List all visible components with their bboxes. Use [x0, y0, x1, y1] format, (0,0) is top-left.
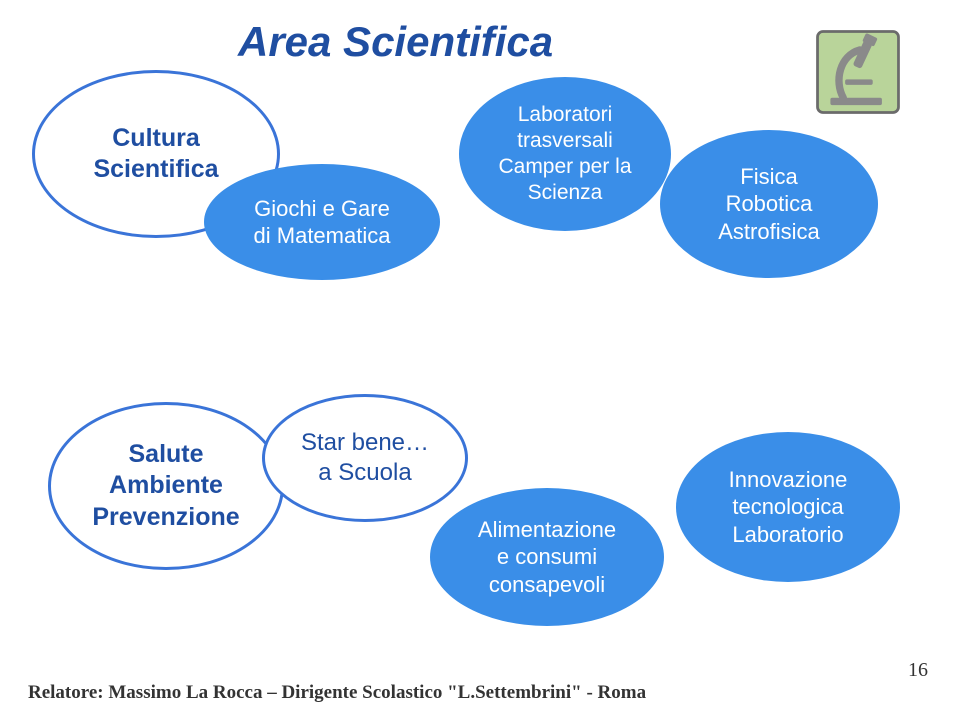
line: a Scuola [301, 458, 429, 488]
bubble-fisica-robotica: Fisica Robotica Astrofisica [660, 130, 878, 278]
icon-base [830, 98, 882, 105]
line: Camper per la [498, 154, 631, 180]
page-number: 16 [908, 659, 928, 682]
line: Scienza [498, 180, 631, 206]
line: Star bene… [301, 428, 429, 458]
bubble-text: Salute Ambiente Prevenzione [92, 439, 239, 533]
microscope-icon [812, 26, 904, 118]
line: Scientifica [93, 154, 218, 185]
line: tecnologica [729, 493, 848, 521]
bubble-text: Laboratori trasversali Camper per la Sci… [498, 102, 631, 207]
bubble-text: Innovazione tecnologica Laboratorio [729, 466, 848, 549]
bubble-text: Cultura Scientifica [93, 123, 218, 186]
line: Salute [92, 439, 239, 470]
line: Laboratorio [729, 521, 848, 549]
bubble-text: Star bene… a Scuola [301, 428, 429, 488]
line: e consumi [478, 543, 616, 571]
bubble-laboratori-trasversali: Laboratori trasversali Camper per la Sci… [456, 74, 674, 234]
bubble-giochi-matematica: Giochi e Gare di Matematica [204, 164, 440, 280]
slide-stage: Area Scientifica Cultura Scientifica Gio… [0, 0, 960, 722]
line: Alimentazione [478, 516, 616, 544]
line: Innovazione [729, 466, 848, 494]
bubble-innovazione: Innovazione tecnologica Laboratorio [676, 432, 900, 582]
bubble-salute-ambiente: Salute Ambiente Prevenzione [48, 402, 284, 570]
line: Ambiente [92, 470, 239, 501]
bubble-text: Giochi e Gare di Matematica [254, 195, 391, 250]
line: trasversali [498, 128, 631, 154]
bubble-text: Fisica Robotica Astrofisica [718, 163, 819, 246]
line: Robotica [718, 190, 819, 218]
line: Cultura [93, 123, 218, 154]
line: consapevoli [478, 571, 616, 599]
icon-stage-plate [845, 79, 873, 85]
line: Fisica [718, 163, 819, 191]
line: Astrofisica [718, 218, 819, 246]
footer-text: Relatore: Massimo La Rocca – Dirigente S… [28, 682, 646, 704]
line: Laboratori [498, 102, 631, 128]
bubble-star-bene: Star bene… a Scuola [262, 394, 468, 522]
line: Giochi e Gare [254, 195, 391, 223]
slide-title: Area Scientifica [238, 18, 553, 66]
bubble-alimentazione: Alimentazione e consumi consapevoli [430, 488, 664, 626]
line: Prevenzione [92, 502, 239, 533]
line: di Matematica [254, 222, 391, 250]
bubble-text: Alimentazione e consumi consapevoli [478, 516, 616, 599]
